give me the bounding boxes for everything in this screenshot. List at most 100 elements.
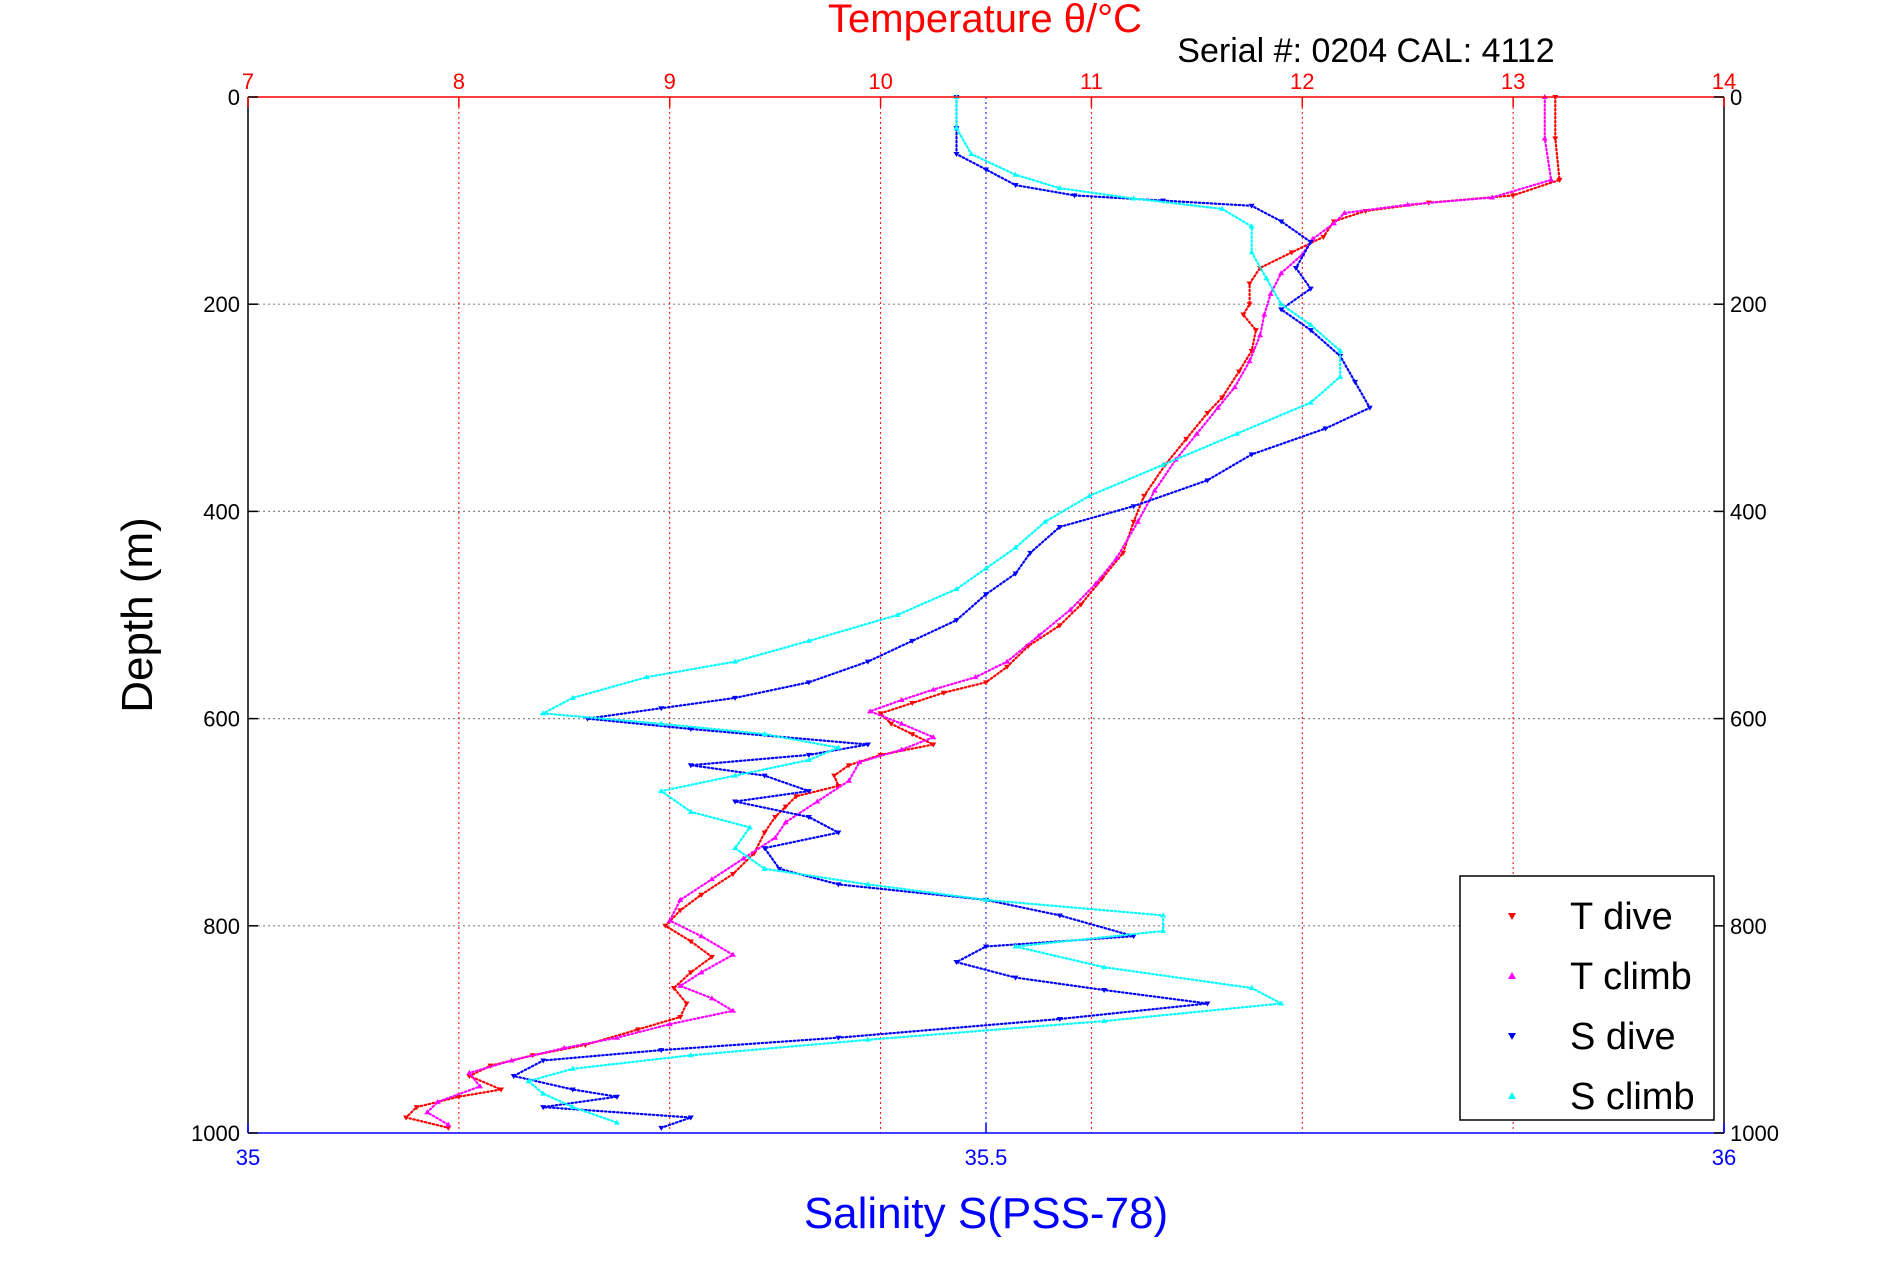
data-point: [1134, 518, 1141, 524]
data-point: [1510, 193, 1517, 199]
data-point: [666, 1021, 673, 1027]
data-point: [1086, 492, 1093, 498]
data-point: [761, 830, 768, 836]
data-point: [930, 686, 937, 692]
series-trace: [510, 95, 1372, 1129]
data-point: [540, 1090, 547, 1096]
legend-marker-t-dive: [1508, 913, 1516, 920]
data-point: [614, 1094, 620, 1100]
x-top-tick-label: 11: [1080, 69, 1103, 94]
data-point: [1246, 281, 1253, 287]
x-top-tick-label: 8: [453, 69, 465, 94]
data-point: [1404, 201, 1411, 207]
data-point: [856, 759, 863, 765]
data-point: [835, 830, 842, 836]
data-point: [498, 1087, 505, 1093]
series-trace: [526, 95, 1342, 1124]
data-point: [687, 1052, 694, 1058]
data-point: [1248, 984, 1255, 990]
data-point: [1130, 504, 1137, 510]
data-point: [776, 866, 783, 872]
data-point: [658, 1048, 665, 1054]
data-point: [740, 855, 747, 861]
data-point: [708, 954, 715, 960]
data-point: [614, 1119, 620, 1125]
data-point: [1337, 347, 1344, 353]
data-point: [569, 1104, 576, 1110]
y-tick-label-right: 800: [1730, 914, 1767, 939]
series-t-climb: [424, 94, 1555, 1127]
data-point: [1113, 555, 1120, 561]
legend-marker-s-dive: [1508, 1033, 1516, 1040]
data-point: [1092, 580, 1099, 586]
data-point: [1101, 1018, 1108, 1024]
legend-marker-t-climb: [1508, 972, 1516, 979]
data-point: [635, 1027, 642, 1033]
data-point: [732, 695, 739, 701]
data-point: [1204, 1001, 1211, 1007]
data-point: [687, 939, 694, 945]
data-point: [729, 1007, 736, 1013]
data-point: [1193, 430, 1200, 436]
data-point: [1101, 964, 1108, 970]
data-point: [413, 1105, 420, 1111]
x-top-tick-label: 12: [1290, 69, 1314, 94]
data-point: [793, 794, 800, 800]
data-point: [772, 834, 779, 840]
data-point: [732, 799, 739, 805]
data-point: [434, 1098, 441, 1104]
data-point: [782, 804, 789, 810]
data-point: [1307, 321, 1314, 327]
data-point: [1056, 185, 1063, 191]
data-point: [761, 731, 768, 737]
data-point: [1288, 250, 1295, 256]
data-point: [1278, 301, 1285, 307]
data-point: [898, 746, 905, 752]
data-point: [687, 1115, 694, 1121]
data-point: [1101, 988, 1108, 994]
chart-subtitle: Serial #: 0204 CAL: 4112: [1177, 32, 1554, 70]
data-point: [1141, 493, 1148, 499]
data-point: [1366, 405, 1373, 411]
data-point: [1012, 975, 1019, 981]
series-s-climb: [525, 94, 1344, 1125]
data-point: [909, 701, 916, 707]
data-point: [1489, 194, 1496, 200]
data-point: [677, 1014, 684, 1020]
data-point: [540, 710, 547, 716]
data-point: [1130, 519, 1137, 525]
data-point: [1012, 571, 1019, 577]
data-point: [708, 995, 715, 1001]
data-point: [1012, 544, 1019, 550]
x-bottom-tick-label: 36: [1712, 1145, 1736, 1170]
data-point: [1214, 404, 1221, 410]
x-top-tick-label: 14: [1712, 69, 1736, 94]
data-point: [1307, 240, 1314, 246]
data-point: [877, 711, 884, 717]
y-tick-label-right: 1000: [1730, 1121, 1779, 1146]
data-point: [1231, 384, 1238, 390]
data-point: [1278, 219, 1285, 225]
data-point: [658, 720, 665, 726]
chart-title: Temperature θ/°C: [828, 0, 1142, 41]
legend-label-s-dive: S dive: [1570, 1016, 1676, 1058]
data-point: [510, 1074, 517, 1080]
data-point: [677, 982, 684, 988]
y-tick-label-right: 200: [1730, 292, 1767, 317]
x-bottom-tick-label: 35: [236, 1145, 260, 1170]
data-point: [1261, 311, 1268, 317]
data-point: [1278, 307, 1285, 313]
data-point: [909, 732, 916, 738]
data-point: [1320, 234, 1327, 240]
data-point: [1160, 461, 1167, 467]
data-point: [1035, 632, 1042, 638]
legend-label-t-climb: T climb: [1570, 956, 1692, 998]
data-point: [1204, 410, 1211, 416]
data-point: [658, 1125, 665, 1131]
legend: T dive T climb S dive S climb: [1459, 875, 1715, 1121]
data-point: [1309, 235, 1316, 241]
data-point: [761, 773, 768, 779]
data-point: [1341, 210, 1348, 216]
data-point: [831, 773, 838, 779]
data-point: [569, 1065, 576, 1071]
